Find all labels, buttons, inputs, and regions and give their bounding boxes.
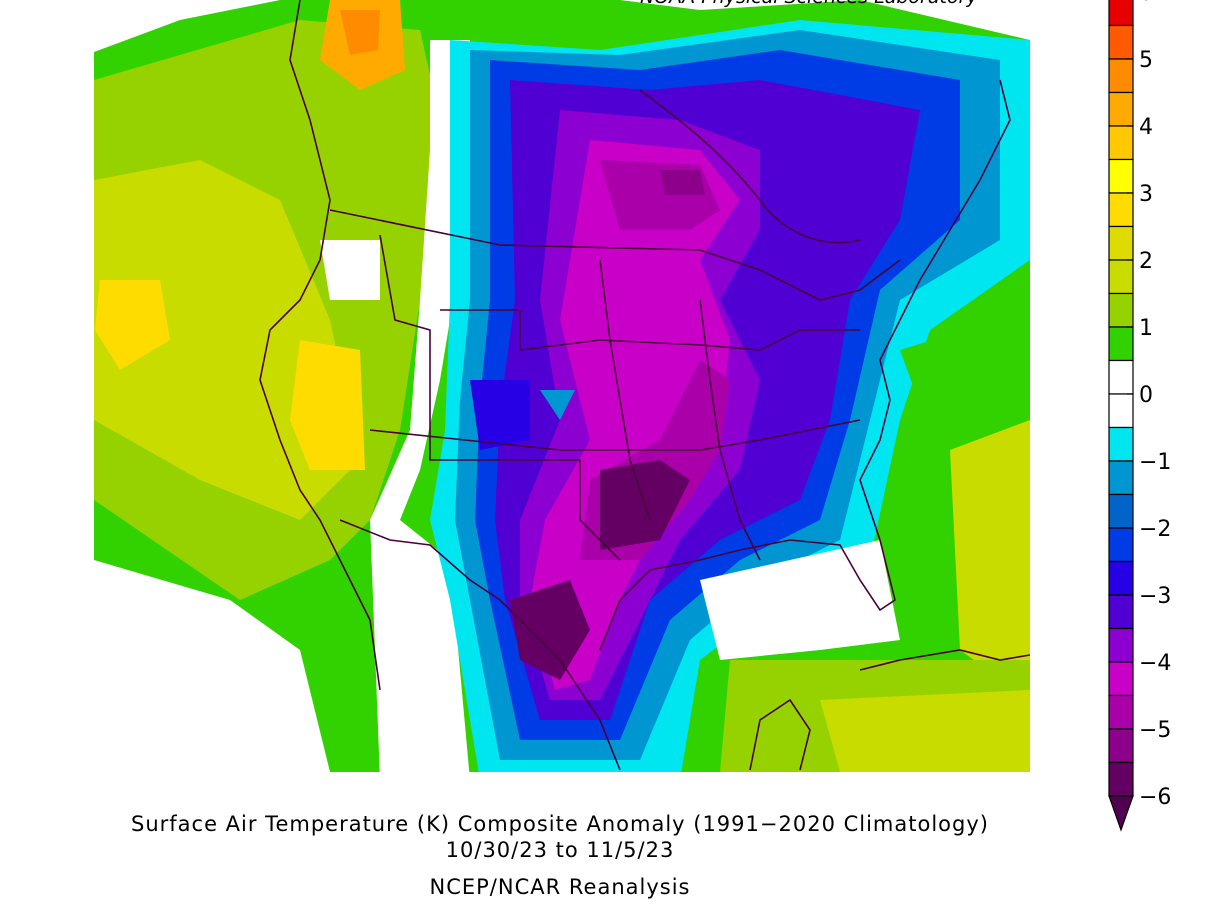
state-borders-south xyxy=(369,419,861,451)
colorbar-tick-label: −2 xyxy=(1139,517,1171,542)
northwest-white-patch xyxy=(320,240,380,300)
yucatan-coastline xyxy=(749,698,811,771)
caption-title: Surface Air Temperature (K) Composite An… xyxy=(131,812,989,836)
state-borders-west xyxy=(379,234,621,561)
state-borders-plains xyxy=(599,259,651,521)
pacific-coastline xyxy=(259,0,381,691)
colorbar: 6 5 4 3 2 1 0 −1 −2 −3 −4 −5 −6 xyxy=(1108,0,1171,832)
map-panel xyxy=(94,0,1030,772)
colorbar-tick-label: 2 xyxy=(1139,249,1153,274)
hudson-bay-coast xyxy=(639,89,861,244)
colorbar-tick-label: 4 xyxy=(1139,115,1153,140)
rockies-light-patch xyxy=(540,390,575,420)
colorbar-tick-label: −3 xyxy=(1139,584,1171,609)
colorbar-swatch xyxy=(1108,292,1134,328)
colorbar-swatch xyxy=(1108,125,1134,161)
colorbar-swatch xyxy=(1108,560,1134,596)
colorbar-swatch xyxy=(1108,91,1134,127)
caribbean-warm-zone xyxy=(820,690,1030,772)
manitoba-cold-center xyxy=(660,170,705,195)
colorbar-swatch xyxy=(1108,728,1134,764)
colorbar-swatch xyxy=(1108,359,1134,395)
mexico-coastline xyxy=(339,519,621,771)
colorbar-tick-label: 1 xyxy=(1139,316,1153,341)
colorbar-swatch xyxy=(1108,393,1134,429)
colorbar-swatch xyxy=(1108,594,1134,630)
mexico-cold-center xyxy=(510,580,590,680)
colorbar-swatch xyxy=(1108,627,1134,663)
atlantic-warm-zone xyxy=(950,420,1030,700)
colorbar-tick-label: 6 xyxy=(1139,0,1153,6)
colorbar-swatch xyxy=(1108,158,1134,194)
colorbar-swatch xyxy=(1108,192,1134,228)
colorbar-tick-label: −1 xyxy=(1139,450,1171,475)
zero-anomaly-band xyxy=(370,40,470,772)
colorbar-swatch xyxy=(1108,493,1134,529)
colorbar-tick-label: −5 xyxy=(1139,718,1171,743)
caption-source: NCEP/NCAR Reanalysis xyxy=(429,875,691,899)
state-borders-central xyxy=(440,309,860,351)
southwest-white-zone xyxy=(94,560,330,772)
colorbar-swatch xyxy=(1108,326,1134,362)
state-borders-east xyxy=(699,299,761,561)
rockies-cold-patch xyxy=(470,380,530,450)
colorbar-swatch xyxy=(1108,259,1134,295)
colorbar-swatch xyxy=(1108,527,1134,563)
gulf-white-zone xyxy=(700,540,900,660)
nevada-yellow-patch xyxy=(290,340,365,470)
colorbar-tick-label: −4 xyxy=(1139,651,1171,676)
colorbar-swatch xyxy=(1108,426,1134,462)
colorbar-swatch xyxy=(1108,58,1134,94)
coastlines xyxy=(259,0,1030,771)
cuba-coastline xyxy=(859,649,1030,671)
colorbar-tick-label: −6 xyxy=(1139,785,1171,810)
pacific-yellow-patch xyxy=(95,280,170,370)
colorbar-tick-label: 0 xyxy=(1139,383,1153,408)
colorbar-swatch xyxy=(1108,24,1134,60)
colorbar-tick-label: 3 xyxy=(1139,182,1153,207)
colorbar-swatch xyxy=(1108,225,1134,261)
colorbar-swatch xyxy=(1108,761,1134,797)
alaska-dark-orange-patch xyxy=(340,10,380,55)
caption-dates: 10/30/23 to 11/5/23 xyxy=(445,838,675,862)
colorbar-swatch xyxy=(1108,0,1134,27)
colorbar-swatch xyxy=(1108,661,1134,697)
colorbar-swatch xyxy=(1108,460,1134,496)
atlantic-gulf-coastline xyxy=(599,79,1011,651)
west-warm-inner xyxy=(94,160,360,520)
header-partial-title: NOAA Physical Sciences Laboratory xyxy=(640,0,1040,8)
colorbar-tick-label: 5 xyxy=(1139,48,1153,73)
colorbar-swatch xyxy=(1108,694,1134,730)
colorbar-arrow xyxy=(1108,795,1134,832)
us-canada-border xyxy=(329,209,901,301)
